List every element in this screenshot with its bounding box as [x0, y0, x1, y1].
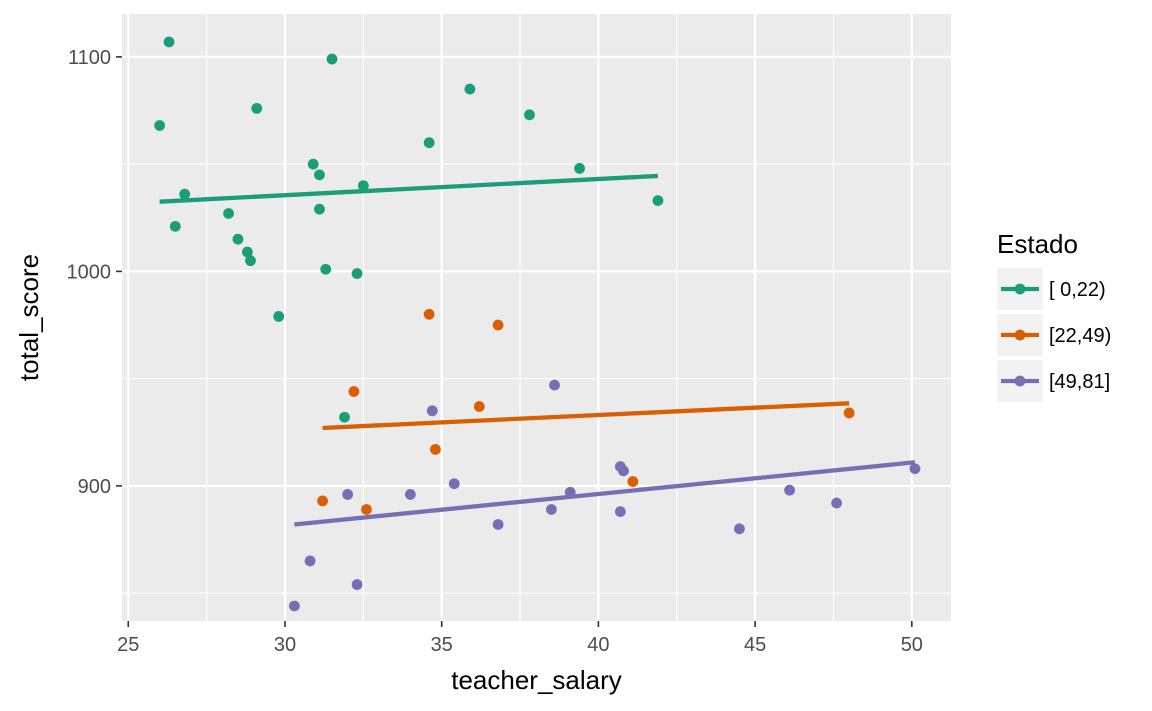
data-point-series-3 — [426, 405, 438, 417]
trend-line-series-3 — [294, 460, 916, 527]
legend-title: Estado — [997, 229, 1078, 259]
y-axis-title: total_score — [14, 254, 44, 381]
data-point-series-1 — [169, 220, 181, 232]
data-point-series-2 — [843, 407, 855, 419]
x-axis: 25 30 35 40 45 50 — [117, 621, 923, 656]
legend-key-point — [1014, 283, 1026, 295]
data-point-series-1 — [314, 169, 325, 181]
data-point-series-1 — [245, 255, 256, 267]
minor-gridlines — [122, 14, 951, 621]
trend-line-series-2 — [322, 401, 850, 431]
data-point-series-3 — [784, 484, 795, 496]
data-point-series-1 — [251, 102, 263, 114]
x-tick-label: 30 — [274, 634, 296, 656]
y-axis: 900 1000 1100 — [67, 47, 122, 498]
data-point-series-1 — [357, 180, 369, 191]
x-tick-label: 45 — [744, 634, 766, 656]
data-point-series-1 — [314, 203, 325, 215]
y-tick-label: 1100 — [68, 47, 111, 69]
data-point-series-2 — [317, 495, 328, 507]
panel-background — [122, 14, 951, 621]
legend-key-point — [1014, 329, 1026, 341]
legend-label: [49,81] — [1049, 371, 1110, 393]
legend-label: [ 0,22) — [1049, 279, 1106, 301]
data-points — [154, 36, 921, 612]
data-point-series-3 — [304, 555, 316, 567]
legend-label: [22,49) — [1049, 325, 1111, 347]
x-axis-title: teacher_salary — [451, 665, 622, 695]
x-tick-label: 35 — [431, 634, 453, 656]
data-point-series-3 — [564, 486, 576, 498]
data-point-series-1 — [423, 137, 435, 149]
data-point-series-3 — [492, 519, 504, 530]
data-point-series-1 — [464, 83, 476, 95]
data-point-series-3 — [448, 478, 460, 490]
data-point-series-1 — [273, 311, 285, 322]
data-point-series-2 — [423, 308, 435, 320]
legend-key-point — [1014, 375, 1026, 387]
data-point-series-3 — [909, 463, 921, 475]
data-point-series-1 — [339, 411, 350, 423]
data-point-series-1 — [163, 36, 175, 48]
legend-item: [ 0,22) — [997, 268, 1106, 310]
data-point-series-3 — [404, 489, 416, 500]
y-tick-label: 1000 — [67, 261, 112, 283]
data-point-series-1 — [524, 109, 535, 121]
legend-item: [22,49) — [997, 314, 1111, 356]
data-point-series-3 — [614, 506, 626, 518]
major-gridlines — [122, 14, 951, 621]
data-point-series-3 — [549, 379, 560, 391]
data-point-series-1 — [232, 233, 244, 245]
data-point-series-2 — [348, 386, 360, 397]
data-point-series-1 — [574, 163, 585, 174]
data-point-series-3 — [288, 600, 300, 612]
x-tick-label: 50 — [901, 634, 923, 656]
data-point-series-1 — [241, 246, 253, 258]
data-point-series-2 — [492, 319, 504, 331]
data-point-series-2 — [627, 476, 639, 487]
x-tick-label: 40 — [587, 634, 609, 656]
y-tick-label: 900 — [78, 476, 111, 498]
data-point-series-1 — [179, 188, 191, 200]
data-point-series-3 — [351, 579, 363, 590]
data-point-series-3 — [545, 504, 557, 515]
data-point-series-1 — [154, 120, 166, 131]
data-point-series-1 — [351, 268, 363, 279]
x-tick-label: 25 — [117, 634, 139, 656]
data-point-series-2 — [361, 504, 372, 515]
data-point-series-1 — [223, 208, 234, 219]
data-point-series-2 — [430, 444, 441, 455]
trend-line-series-1 — [159, 173, 659, 204]
data-point-series-3 — [831, 497, 843, 509]
data-point-series-1 — [326, 53, 338, 65]
data-point-series-3 — [618, 465, 629, 477]
data-point-series-1 — [307, 158, 319, 170]
trend-lines — [159, 173, 916, 527]
data-point-series-1 — [652, 195, 664, 207]
data-point-series-3 — [342, 489, 354, 500]
legend: Estado [ 0,22) [22,49) [49,81] — [997, 229, 1111, 402]
data-point-series-1 — [320, 263, 332, 275]
data-point-series-3 — [734, 523, 745, 535]
data-point-series-2 — [473, 401, 485, 412]
legend-item: [49,81] — [997, 360, 1110, 402]
